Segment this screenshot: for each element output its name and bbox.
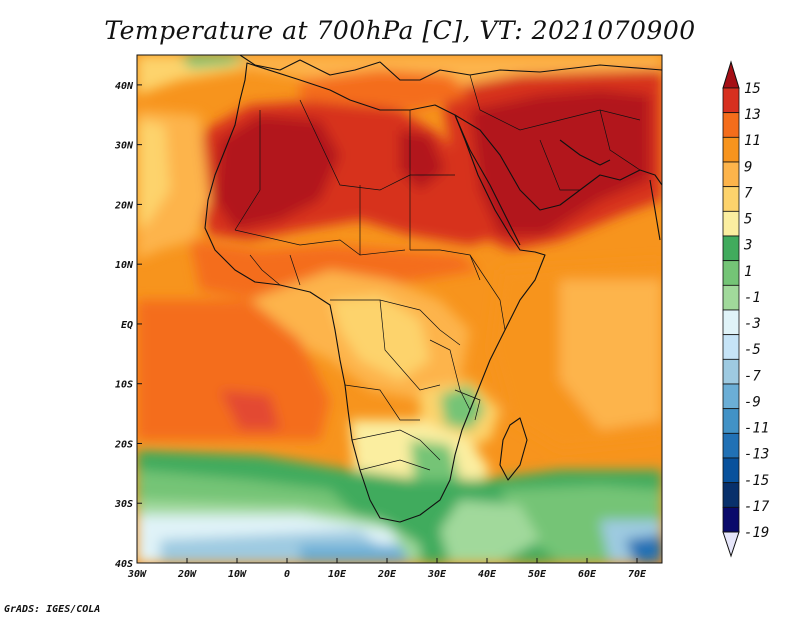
y-tick-label: 20N <box>114 200 134 211</box>
y-tick-label: 30S <box>114 499 133 510</box>
x-tick-label: 50E <box>528 569 547 580</box>
colorbar-swatch <box>722 432 740 459</box>
colorbar-label: -9 <box>744 394 761 410</box>
colorbar-labels: 15 13 11 9 7 5 3 1 -1 -3 -5 -7 -9 -11 -13 -15 -17 -19 <box>743 81 770 541</box>
colorbar-swatch <box>722 87 740 114</box>
persian-gulf <box>559 139 611 166</box>
country-borders <box>234 74 641 471</box>
y-tick-label: 40S <box>115 559 133 570</box>
x-tick-label: 20W <box>177 569 197 580</box>
colorbar-swatch <box>722 506 740 533</box>
colorbar-label: -13 <box>744 447 769 463</box>
y-tick-label: 40N <box>115 81 134 92</box>
colorbar-swatch <box>722 358 740 385</box>
x-tick-label: 40E <box>478 569 497 580</box>
temperature-field <box>137 55 662 563</box>
colorbar-swatch <box>722 235 740 262</box>
colorbar-top-arrow <box>722 60 740 89</box>
colorbar-label: -7 <box>744 368 761 384</box>
y-tick-label: 10S <box>115 380 133 391</box>
colorbar-bottom-arrow <box>722 531 740 558</box>
colorbar-label: -3 <box>744 316 761 332</box>
colorbar-label: -19 <box>744 525 769 541</box>
colorbar-label: 11 <box>744 133 761 149</box>
colorbar-label: 9 <box>744 159 752 175</box>
colorbar-label: -11 <box>744 421 769 437</box>
colorbar: 15 13 11 9 7 5 3 1 -1 -3 -5 -7 -9 -11 -13 -15 -17 -19 <box>722 60 770 558</box>
x-tick-label: 30E <box>427 569 447 580</box>
x-tick-label: 0 <box>284 569 290 580</box>
europe-coastline <box>239 55 662 81</box>
colorbar-swatch <box>722 383 740 410</box>
y-tick-label: EQ <box>121 320 133 331</box>
madagascar-coastline <box>499 417 528 481</box>
axis-ticks: 30W 20W 10W 0 10E 20E 30E 40E 50E 60E 70E 40N 30N 20N… <box>114 81 647 580</box>
x-tick-label: 10E <box>328 569 347 580</box>
colorbar-label: 1 <box>744 264 752 280</box>
colorbar-swatch <box>722 334 740 360</box>
x-tick-label: 70E <box>628 569 647 580</box>
map-title: Temperature at 700hPa [C], VT: 202107090… <box>104 16 696 45</box>
colorbar-swatch <box>722 112 740 138</box>
colorbar-label: -15 <box>744 473 769 489</box>
colorbar-swatch <box>722 482 740 508</box>
colorbar-swatch <box>722 210 740 237</box>
y-tick-label: 10N <box>115 260 134 271</box>
colorbar-label: -5 <box>744 342 761 358</box>
colorbar-label: 15 <box>744 81 761 97</box>
colorbar-swatch <box>722 284 740 311</box>
y-tick-label: 20S <box>114 439 133 450</box>
colorbar-label: -1 <box>744 290 761 306</box>
colorbar-swatch <box>722 309 740 336</box>
colorbar-swatch <box>722 408 740 434</box>
plot-frame <box>136 54 663 564</box>
coastlines <box>204 55 662 523</box>
x-tick-label: 20E <box>377 569 397 580</box>
colorbar-swatch <box>722 136 740 163</box>
x-tick-label: 60E <box>578 569 597 580</box>
colorbar-swatch <box>722 161 740 188</box>
colorbar-swatch <box>722 186 740 212</box>
red-sea <box>454 114 521 246</box>
colorbar-label: -17 <box>744 499 770 515</box>
colorbar-label: 3 <box>743 238 752 254</box>
arabia-coastline <box>454 114 662 211</box>
x-tick-label: 30W <box>127 569 147 580</box>
colorbar-label: 5 <box>744 212 752 228</box>
colorbar-swatch <box>722 260 740 286</box>
colorbar-boxes <box>722 87 740 533</box>
credit-text: GrADS: IGES/COLA <box>4 604 101 615</box>
africa-coastline <box>204 62 546 523</box>
colorbar-swatch <box>722 457 740 484</box>
x-tick-label: 10W <box>228 569 247 580</box>
india-west-coast <box>649 179 661 241</box>
colorbar-label: 13 <box>744 107 761 123</box>
y-tick-label: 30N <box>114 141 134 152</box>
colorbar-label: 7 <box>744 185 753 201</box>
